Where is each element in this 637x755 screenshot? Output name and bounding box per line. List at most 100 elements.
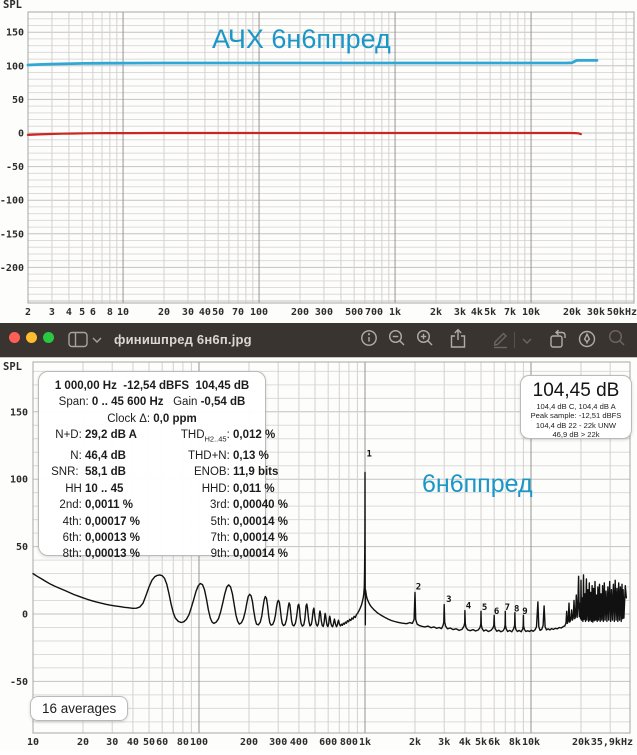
- svg-text:40: 40: [199, 307, 211, 318]
- svg-text:-50: -50: [10, 677, 28, 688]
- chevron-down-icon: [92, 337, 102, 343]
- markup-pencil-button[interactable]: [491, 328, 511, 352]
- svg-text:5: 5: [482, 603, 487, 613]
- svg-text:2: 2: [416, 583, 421, 593]
- svg-text:6: 6: [90, 307, 96, 318]
- svg-text:4: 4: [66, 307, 72, 318]
- svg-text:40: 40: [127, 737, 139, 748]
- svg-text:5: 5: [79, 307, 85, 318]
- info-button[interactable]: [359, 328, 379, 352]
- svg-text:70: 70: [232, 307, 244, 318]
- svg-text:30k: 30k: [587, 307, 605, 318]
- maximize-button[interactable]: [43, 332, 54, 343]
- share-icon: [450, 328, 466, 348]
- peak-level-detail: 104,4 dB C, 104,4 dB A: [536, 402, 616, 411]
- svg-text:0: 0: [22, 610, 28, 621]
- svg-text:2: 2: [25, 307, 31, 318]
- dropdown-chevron-icon: [522, 338, 532, 344]
- svg-text:4k: 4k: [459, 737, 471, 748]
- rotate-icon: [550, 329, 566, 348]
- svg-text:0: 0: [18, 129, 24, 140]
- measurement-cell: N: 46,4 dB: [70, 449, 126, 462]
- svg-text:100: 100: [250, 307, 268, 318]
- svg-text:8k: 8k: [509, 737, 521, 748]
- svg-text:10: 10: [27, 737, 39, 748]
- svg-text:-200: -200: [0, 263, 24, 274]
- measurement-cell: HH 10 .. 45: [65, 482, 124, 495]
- measurement-header-line: Clock Δ: 0,0 ppm: [107, 412, 197, 425]
- svg-text:30: 30: [106, 737, 118, 748]
- svg-text:200: 200: [291, 307, 309, 318]
- afr-chart-canvas: 2 3 4 5 6 8 10 20 30 40 50 70 100 200 300 500 700 1k 2k 3k 4…: [0, 0, 637, 318]
- svg-text:300: 300: [315, 307, 333, 318]
- minimize-button[interactable]: [26, 332, 37, 343]
- annotate-icon: [578, 330, 596, 348]
- measurement-cell: SNR: 58,1 dB: [51, 466, 126, 479]
- zoom-in-button[interactable]: [415, 328, 435, 352]
- svg-text:4: 4: [466, 602, 472, 612]
- toolbar-divider: [514, 332, 515, 348]
- svg-text:50: 50: [16, 542, 28, 553]
- spectrum-chart-label: 6н6ппред: [422, 470, 533, 498]
- svg-text:20k: 20k: [563, 307, 581, 318]
- svg-text:-150: -150: [0, 229, 24, 240]
- svg-text:-100: -100: [0, 196, 24, 207]
- svg-text:600: 600: [319, 737, 337, 748]
- measurement-cell: 5th: 0,00014 %: [210, 515, 288, 528]
- afr-chart-image: 2 3 4 5 6 8 10 20 30 40 50 70 100 200 300 500 700 1k 2k 3k 4…: [0, 0, 637, 323]
- svg-text:3k: 3k: [454, 307, 466, 318]
- svg-text:800: 800: [340, 737, 358, 748]
- peak-level-box: 104,45 dB 104,4 dB C, 104,4 dB A Peak sa…: [520, 375, 632, 439]
- share-button[interactable]: [448, 328, 468, 352]
- measurement-cell: 4th: 0,00017 %: [62, 515, 140, 528]
- svg-text:200: 200: [240, 737, 258, 748]
- svg-text:50: 50: [143, 737, 155, 748]
- zoom-in-icon: [416, 329, 433, 346]
- svg-text:20: 20: [158, 307, 170, 318]
- svg-text:80: 80: [177, 737, 189, 748]
- measurement-cell: 8th: 0,00013 %: [62, 548, 140, 561]
- measurement-cell: HHD: 0,011 %: [201, 482, 275, 495]
- rotate-button[interactable]: [548, 328, 568, 352]
- svg-text:1: 1: [366, 449, 371, 459]
- spectrum-chart-image: 10 20 30 40 50 60 80 100 200 300 400 600 800 1k 2k 3k 4k…: [0, 358, 637, 750]
- svg-text:10k: 10k: [522, 307, 540, 318]
- svg-text:10k: 10k: [522, 737, 540, 748]
- svg-text:150: 150: [10, 407, 28, 418]
- sidebar-icon: [68, 331, 88, 348]
- svg-text:4k: 4k: [471, 307, 483, 318]
- search-button[interactable]: [607, 328, 627, 352]
- svg-text:10: 10: [117, 307, 129, 318]
- peak-level-value: 104,45 dB: [532, 380, 620, 401]
- svg-text:50kHz: 50kHz: [607, 307, 637, 318]
- zoom-out-button[interactable]: [387, 328, 407, 352]
- measurement-header-line: 1 000,00 Hz -12,54 dBFS 104,45 dB: [54, 380, 250, 392]
- measurement-cell: 2nd: 0,0011 %: [59, 499, 133, 512]
- svg-text:500: 500: [345, 307, 363, 318]
- svg-text:150: 150: [6, 28, 24, 39]
- svg-text:6k: 6k: [488, 737, 500, 748]
- svg-text:-50: -50: [6, 162, 24, 173]
- close-button[interactable]: [9, 332, 20, 343]
- svg-text:300: 300: [269, 737, 287, 748]
- svg-text:6: 6: [494, 607, 499, 617]
- measurement-header-line: Span: 0 .. 45 600 Hz Gain -0,54 dB: [58, 396, 246, 409]
- svg-text:100: 100: [6, 61, 24, 72]
- svg-text:7: 7: [505, 603, 510, 613]
- svg-text:8: 8: [107, 307, 113, 318]
- svg-text:7k: 7k: [504, 307, 516, 318]
- svg-text:SPL: SPL: [3, 361, 22, 373]
- svg-text:3k: 3k: [438, 737, 450, 748]
- svg-text:3: 3: [446, 595, 451, 605]
- svg-text:50: 50: [212, 307, 224, 318]
- window-title: финишпред 6н6п.jpg: [114, 332, 252, 347]
- peak-level-detail: 46,9 dB > 22k: [552, 429, 600, 439]
- annotate-button[interactable]: [577, 328, 597, 352]
- sidebar-toggle-button[interactable]: [68, 328, 102, 352]
- svg-text:2k: 2k: [430, 307, 442, 318]
- measurement-cell: 6th: 0,00013 %: [62, 531, 140, 544]
- markup-options-button[interactable]: [520, 328, 534, 352]
- measurement-cell: ENOB: 11,9 bits: [194, 466, 279, 479]
- measurement-box: 1 000,00 Hz -12,54 dBFS 104,45 dB Span: 0…: [38, 371, 288, 560]
- svg-text:1k: 1k: [359, 737, 371, 748]
